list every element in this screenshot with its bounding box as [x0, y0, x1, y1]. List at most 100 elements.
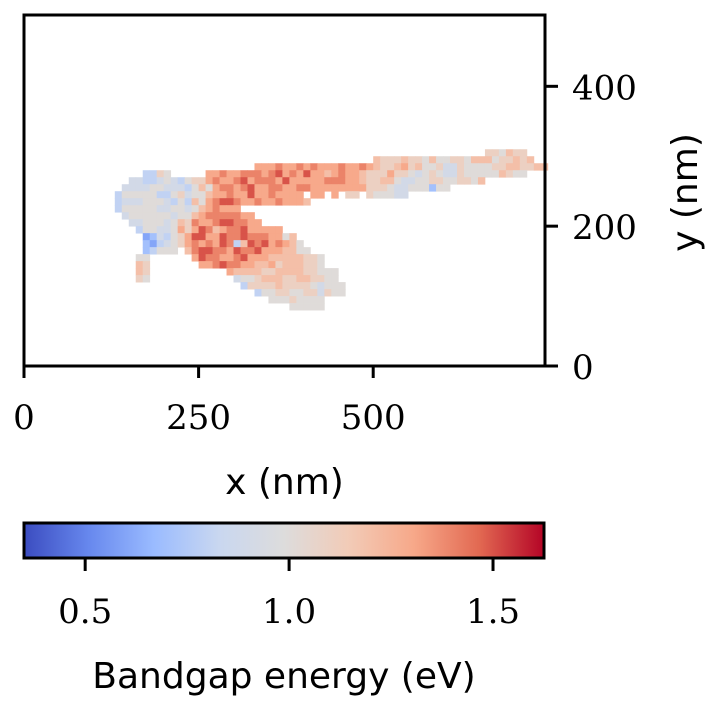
heatmap-cell: [519, 156, 528, 164]
heatmap-cell: [380, 184, 388, 192]
heatmap-cell: [219, 240, 227, 248]
heatmap-cell: [296, 268, 304, 276]
heatmap-cell: [352, 177, 360, 185]
heatmap-cell: [149, 226, 158, 234]
heatmap-cell: [149, 233, 158, 241]
heatmap-cell: [303, 296, 311, 304]
heatmap-cell: [240, 233, 248, 241]
x-tick-label: 500: [341, 398, 406, 438]
heatmap-cell: [317, 261, 325, 269]
heatmap-cell: [149, 191, 158, 199]
heatmap-cell: [519, 149, 528, 157]
heatmap-cell: [408, 184, 416, 192]
heatmap-cell: [317, 303, 325, 311]
heatmap-cell: [401, 177, 409, 185]
heatmap-cell: [226, 191, 234, 199]
heatmap-cell: [233, 261, 241, 269]
heatmap-cell: [282, 261, 290, 269]
heatmap-cell: [135, 226, 144, 234]
heatmap-cell: [317, 177, 325, 185]
heatmap-cell: [212, 226, 220, 234]
heatmap-cell: [429, 177, 437, 185]
heatmap-cell: [142, 205, 151, 213]
heatmap-cell: [296, 240, 304, 248]
heatmap-cell: [212, 233, 220, 241]
heatmap-cell: [345, 163, 353, 171]
heatmap-cell: [233, 247, 241, 255]
heatmap-cell: [191, 184, 199, 192]
heatmap-cell: [226, 261, 234, 269]
heatmap-cell: [463, 177, 472, 185]
heatmap-cell: [310, 170, 318, 178]
heatmap-cell: [149, 247, 158, 255]
heatmap-cell: [198, 212, 206, 220]
heatmap-cell: [310, 282, 318, 290]
heatmap-cell: [303, 247, 311, 255]
heatmap-cell: [261, 191, 269, 199]
heatmap-cell: [233, 275, 241, 283]
heatmap-cell: [359, 177, 367, 185]
heatmap-cell: [261, 184, 269, 192]
heatmap-cell: [177, 198, 186, 206]
heatmap-cell: [310, 191, 318, 199]
heatmap-cell: [352, 191, 360, 199]
heatmap-cell: [156, 205, 165, 213]
heatmap-cell: [484, 170, 493, 178]
heatmap-cell: [233, 226, 241, 234]
heatmap-cell: [275, 226, 283, 234]
heatmap-cell: [310, 303, 318, 311]
heatmap-cell: [247, 275, 255, 283]
heatmap-cell: [324, 184, 332, 192]
heatmap-cell: [226, 170, 234, 178]
heatmap-cell: [170, 233, 179, 241]
colorbar: [22, 521, 546, 560]
heatmap-cell: [282, 268, 290, 276]
heatmap-cell: [373, 177, 381, 185]
heatmap-cell: [212, 240, 220, 248]
heatmap-cell: [429, 156, 437, 164]
heatmap-cell: [212, 219, 220, 227]
heatmap-cell: [338, 163, 346, 171]
heatmap-cell: [163, 240, 172, 248]
heatmap-cell: [240, 275, 248, 283]
heatmap-cell: [331, 268, 339, 276]
heatmap-cell: [163, 212, 172, 220]
heatmap-cell: [254, 275, 262, 283]
heatmap-cell: [177, 184, 186, 192]
heatmap-cell: [233, 254, 241, 262]
heatmap-cell: [380, 170, 388, 178]
heatmap-cell: [289, 254, 297, 262]
colorbar-label: Bandgap energy (eV): [92, 656, 475, 697]
heatmap-cell: [303, 177, 311, 185]
heatmap-cell: [163, 177, 172, 185]
heatmap-cell: [331, 163, 339, 171]
heatmap-cell: [205, 247, 213, 255]
heatmap-cell: [268, 254, 276, 262]
heatmap-cell: [324, 275, 332, 283]
heatmap-cell: [219, 177, 227, 185]
heatmap-cell: [177, 212, 186, 220]
heatmap-cell: [184, 219, 193, 227]
heatmap-cell: [345, 184, 353, 192]
heatmap-cell: [422, 156, 430, 164]
heatmap-cell: [338, 177, 346, 185]
heatmap-cell: [338, 282, 346, 290]
axes-frame: [22, 13, 547, 368]
heatmap-cell: [268, 268, 276, 276]
heatmap-cell: [408, 170, 416, 178]
heatmap-cell: [261, 177, 269, 185]
heatmap-cell: [226, 226, 234, 234]
heatmap-cell: [254, 268, 262, 276]
heatmap-cell: [114, 205, 123, 213]
heatmap-cell: [317, 163, 325, 171]
heatmap-cell: [415, 170, 423, 178]
heatmap-cell: [184, 226, 193, 234]
heatmap-cell: [219, 212, 227, 220]
heatmap-cell: [366, 163, 374, 171]
heatmap-cell: [268, 275, 276, 283]
heatmap-cell: [233, 184, 241, 192]
heatmap-cell: [477, 177, 486, 185]
heatmap-cell: [317, 268, 325, 276]
heatmap-cell: [443, 177, 451, 185]
